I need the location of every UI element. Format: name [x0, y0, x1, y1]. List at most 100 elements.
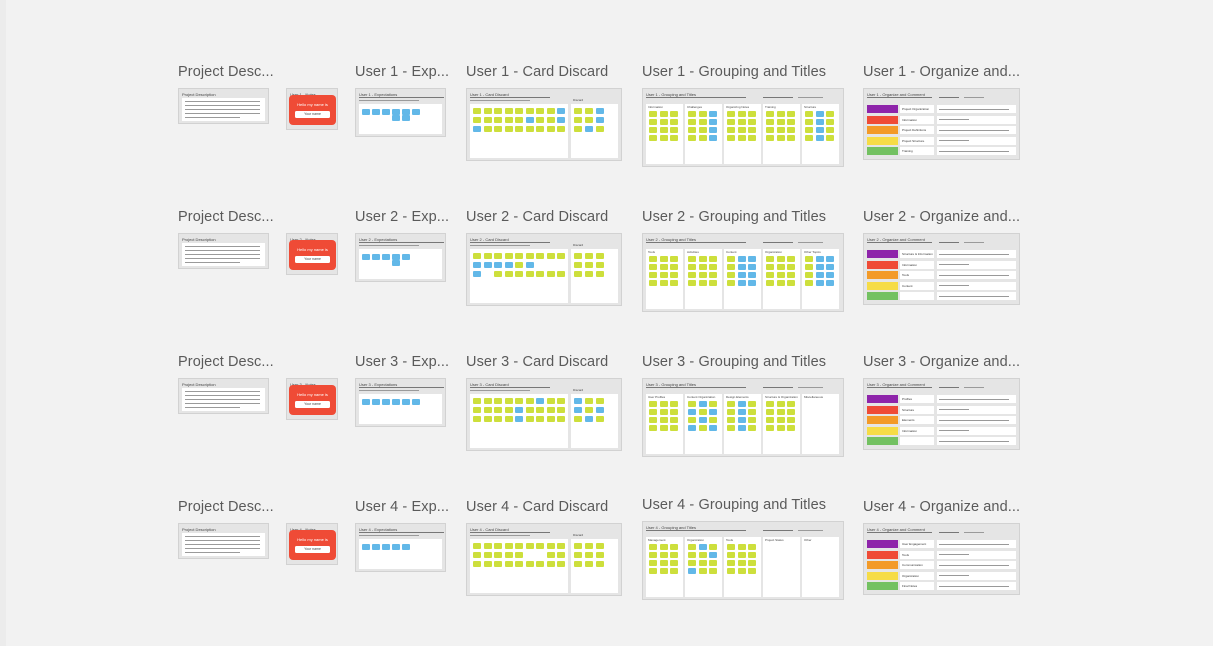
sticky-note-blue[interactable] [737, 272, 746, 278]
category-cell[interactable]: Project Definitions [900, 126, 934, 134]
sticky-note-green[interactable] [727, 417, 735, 423]
sticky-note-green[interactable] [766, 119, 774, 125]
sticky-note-green[interactable] [709, 401, 717, 407]
comment-cell[interactable] [937, 271, 1016, 279]
sticky-note-blue[interactable] [748, 264, 756, 270]
sticky-note-green[interactable] [688, 560, 696, 566]
sticky-note-blue[interactable] [504, 262, 513, 268]
sticky-note-green[interactable] [525, 253, 534, 259]
sticky-note-green[interactable] [776, 127, 785, 133]
sticky-note-green[interactable] [670, 425, 678, 431]
sticky-note-green[interactable] [737, 119, 746, 125]
comment-cell[interactable] [937, 416, 1016, 424]
project-description-board[interactable]: Project Description [178, 378, 269, 414]
sticky-note-green[interactable] [805, 280, 813, 286]
sticky-note-blue[interactable] [392, 109, 400, 115]
sticky-note-green[interactable] [494, 561, 502, 567]
project-description-board[interactable]: Project Description [178, 233, 269, 269]
group-column[interactable]: Structure & Organization [763, 394, 800, 454]
group-column[interactable]: Organization [685, 537, 722, 597]
sticky-note-blue[interactable] [515, 407, 523, 413]
sticky-note-green[interactable] [748, 409, 756, 415]
category-cell[interactable]: Project Organization [900, 105, 934, 113]
notes-board[interactable]: User 1 - Notes Hello my name is Your name [286, 88, 338, 130]
sticky-note-blue[interactable] [709, 127, 717, 133]
notes-board[interactable]: User 3 - Notes Hello my name is Your name [286, 378, 338, 420]
sticky-note-green[interactable] [546, 108, 555, 114]
sticky-note-blue[interactable] [826, 280, 834, 286]
sticky-note-green[interactable] [596, 262, 604, 268]
sticky-note-blue[interactable] [536, 398, 544, 404]
sticky-note-green[interactable] [525, 126, 534, 132]
notes-board[interactable]: User 4 - Notes Hello my name is Your name [286, 523, 338, 565]
sticky-note-blue[interactable] [815, 264, 824, 270]
sticky-note-blue[interactable] [402, 544, 410, 550]
sticky-note-green[interactable] [659, 425, 668, 431]
sticky-note-green[interactable] [787, 127, 795, 133]
name-tag-field[interactable]: Your name [295, 401, 330, 408]
sticky-note-blue[interactable] [737, 256, 746, 262]
sticky-note-green[interactable] [525, 398, 534, 404]
sticky-note-green[interactable] [776, 425, 785, 431]
sticky-note-green[interactable] [494, 108, 502, 114]
sticky-note-blue[interactable] [525, 262, 534, 268]
sticky-note-green[interactable] [536, 561, 544, 567]
frame-title[interactable]: User 3 - Exp... [355, 354, 450, 370]
sticky-note-blue[interactable] [737, 417, 746, 423]
frame-title[interactable]: User 3 - Grouping and Titles [642, 354, 827, 370]
sticky-note-green[interactable] [688, 544, 696, 550]
name-tag-card[interactable]: Hello my name is Your name [289, 95, 336, 125]
sticky-note-green[interactable] [585, 561, 593, 567]
sticky-note-blue[interactable] [402, 254, 410, 260]
sticky-note-green[interactable] [698, 119, 707, 125]
sticky-note-green[interactable] [670, 280, 678, 286]
sticky-note-green[interactable] [670, 401, 678, 407]
sticky-note-blue[interactable] [737, 401, 746, 407]
name-tag-field[interactable]: Your name [295, 256, 330, 263]
sticky-note-green[interactable] [748, 135, 756, 141]
category-cell[interactable]: Organization [900, 571, 934, 580]
sticky-note-green[interactable] [515, 253, 523, 259]
sticky-note-green[interactable] [737, 552, 746, 558]
sticky-note-green[interactable] [649, 119, 657, 125]
sticky-note-green[interactable] [504, 108, 513, 114]
sticky-note-green[interactable] [649, 544, 657, 550]
sticky-note-green[interactable] [546, 552, 555, 558]
sticky-note-blue[interactable] [698, 417, 707, 423]
sticky-note-blue[interactable] [815, 280, 824, 286]
sticky-note-green[interactable] [557, 407, 565, 413]
comment-cell[interactable] [937, 561, 1016, 569]
sticky-note-blue[interactable] [392, 254, 400, 260]
sticky-note-green[interactable] [688, 552, 696, 558]
sticky-note-green[interactable] [670, 272, 678, 278]
name-tag-field[interactable]: Your name [295, 546, 330, 553]
sticky-note-green[interactable] [776, 280, 785, 286]
sticky-note-green[interactable] [574, 117, 582, 123]
sticky-note-blue[interactable] [372, 109, 380, 115]
sticky-note-green[interactable] [659, 135, 668, 141]
category-cell[interactable]: Training [900, 147, 934, 155]
sticky-note-green[interactable] [659, 111, 668, 117]
sticky-note-blue[interactable] [815, 119, 824, 125]
category-cell[interactable]: Communication [900, 561, 934, 569]
sticky-note-green[interactable] [649, 409, 657, 415]
sticky-note-green[interactable] [574, 262, 582, 268]
name-tag-card[interactable]: Hello my name is Your name [289, 240, 336, 270]
sticky-note-green[interactable] [494, 543, 502, 549]
comment-cell[interactable] [937, 250, 1016, 258]
sticky-note-green[interactable] [649, 560, 657, 566]
category-cell[interactable]: Information [900, 115, 934, 124]
sticky-note-green[interactable] [688, 119, 696, 125]
sticky-note-green[interactable] [748, 417, 756, 423]
grouping-board[interactable]: User 1 - Grouping and Titles Information C… [642, 88, 844, 167]
sticky-note-blue[interactable] [402, 399, 410, 405]
sticky-note-blue[interactable] [372, 254, 380, 260]
sticky-note-green[interactable] [698, 256, 707, 262]
sticky-note-green[interactable] [649, 280, 657, 286]
sticky-note-green[interactable] [709, 256, 717, 262]
sticky-note-green[interactable] [766, 272, 774, 278]
sticky-note-blue[interactable] [737, 409, 746, 415]
sticky-note-green[interactable] [659, 552, 668, 558]
sticky-note-green[interactable] [709, 272, 717, 278]
grouping-board[interactable]: User 4 - Grouping and Titles Management Or… [642, 521, 844, 600]
